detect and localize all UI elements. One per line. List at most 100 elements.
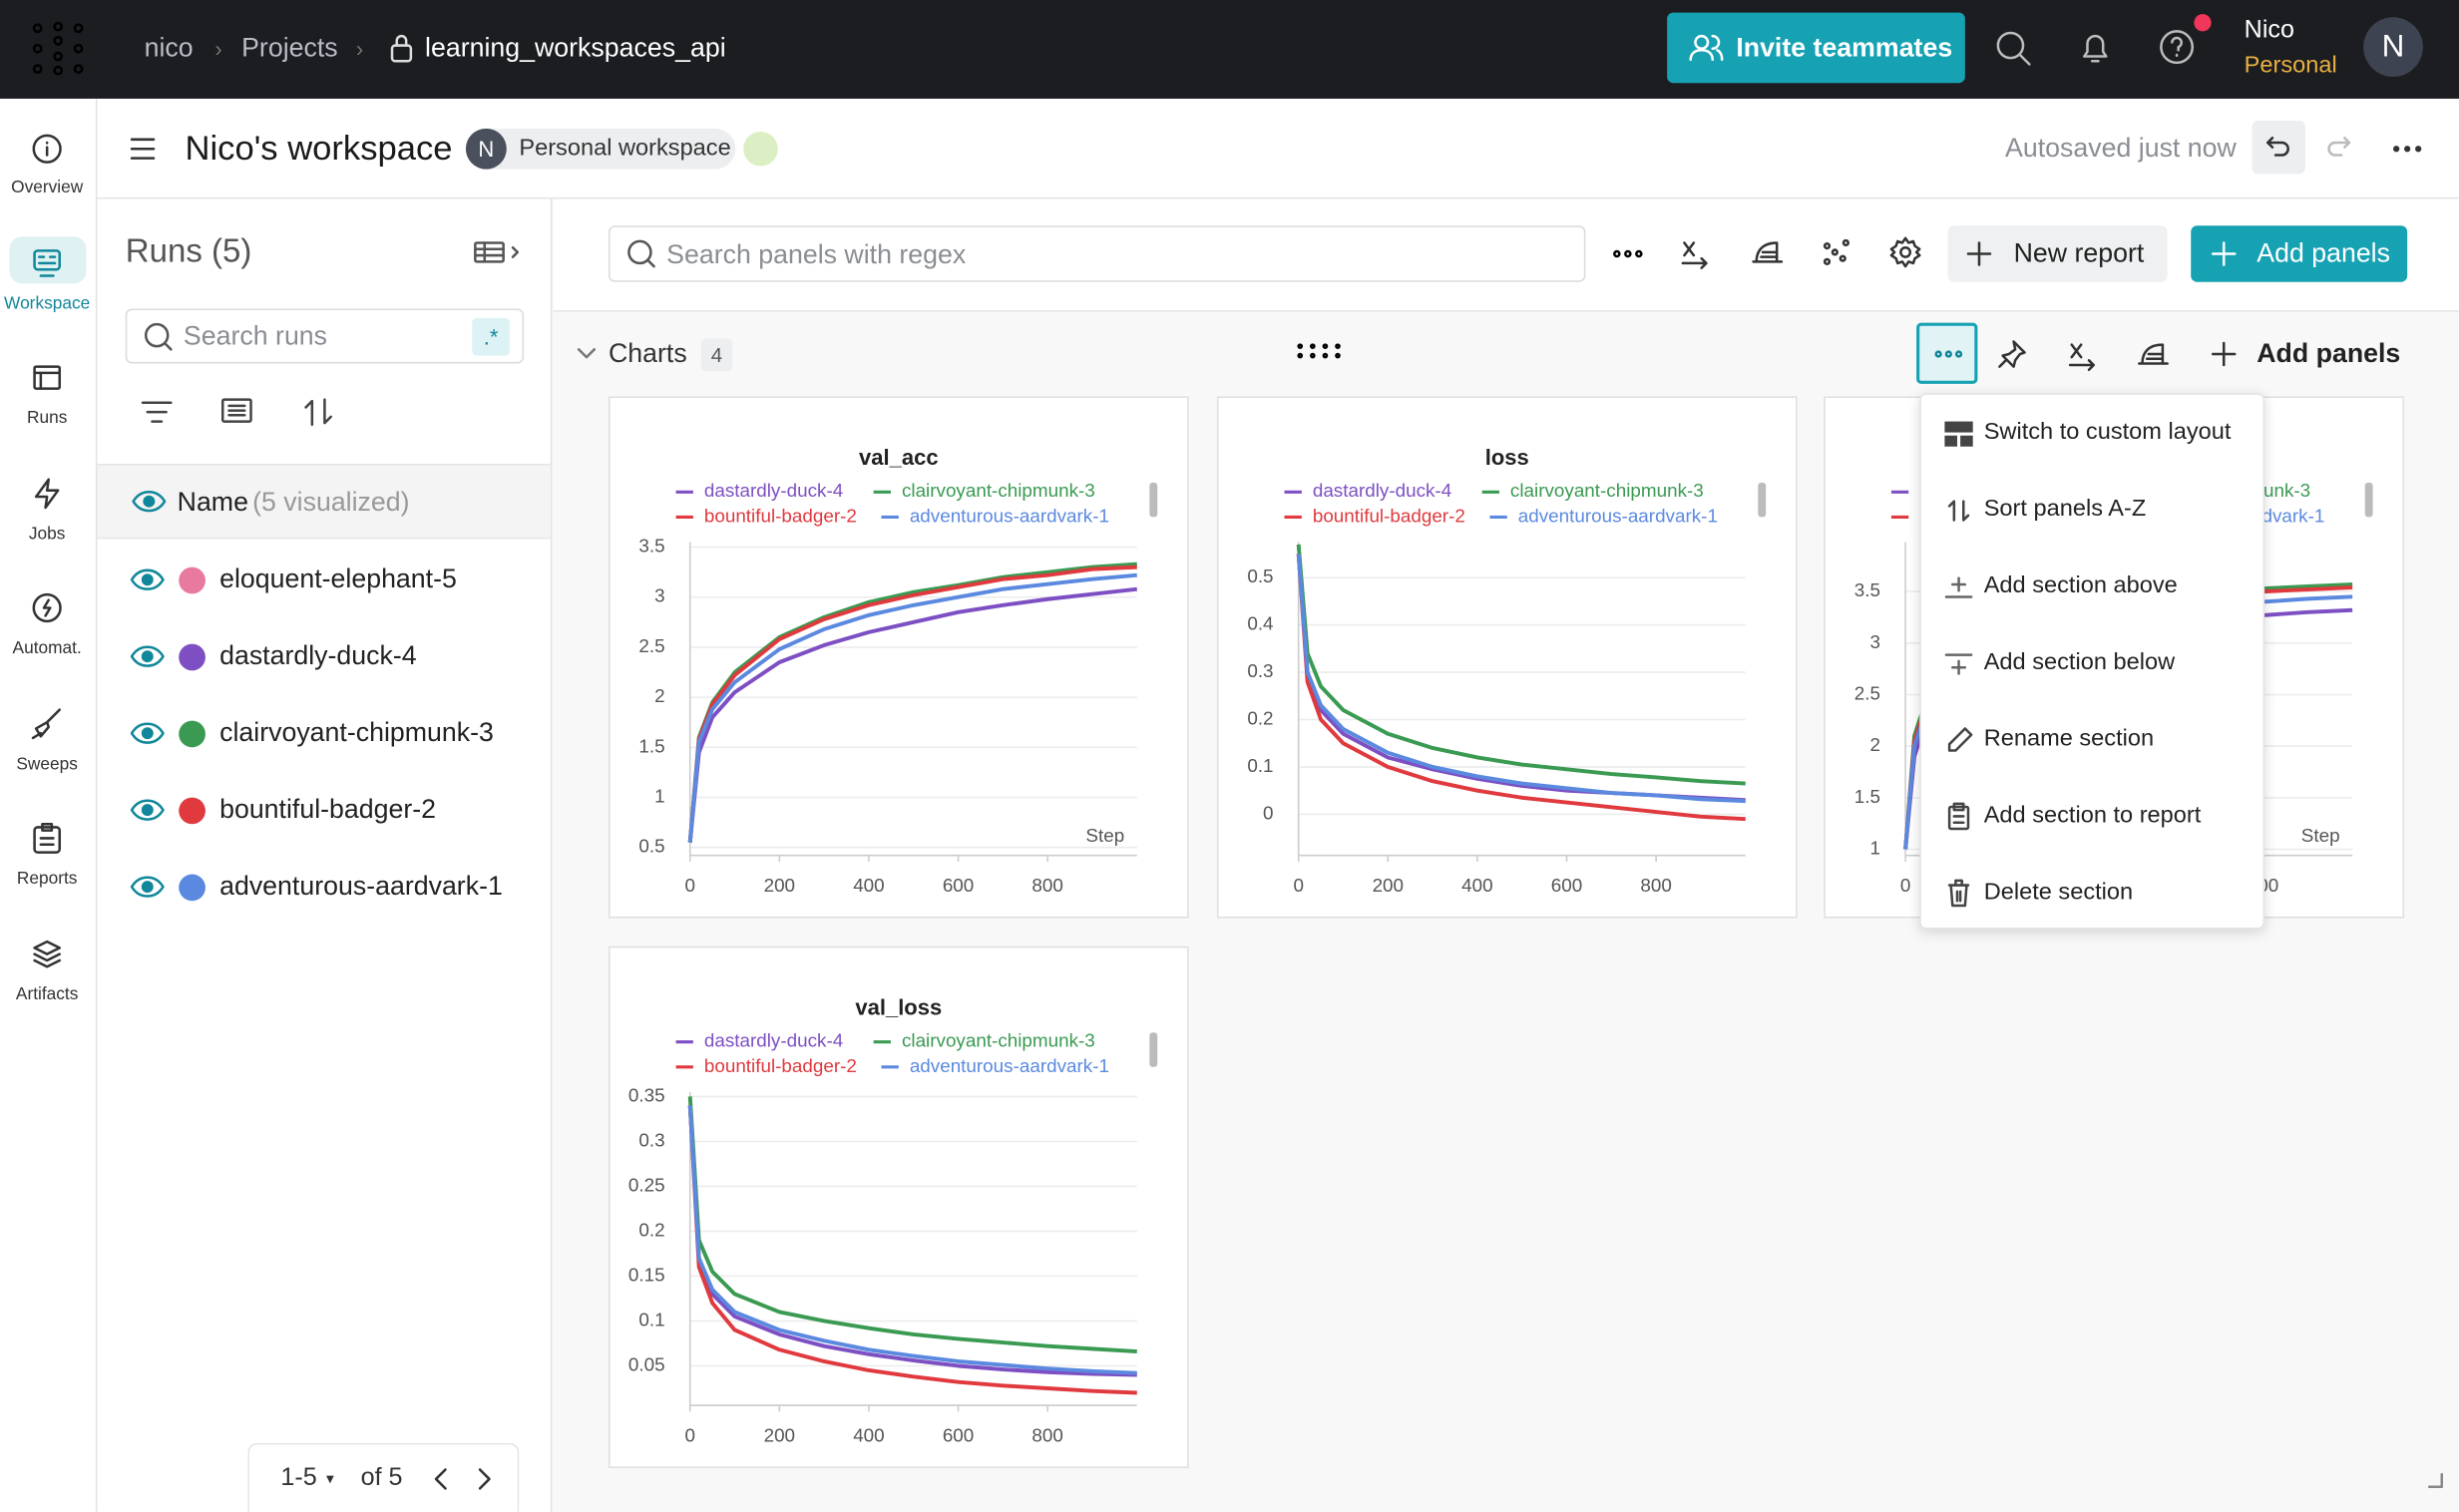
run-row[interactable]: adventurous-aardvark-1	[97, 849, 550, 924]
series-line	[687, 1105, 1137, 1395]
settings-icon[interactable]	[1889, 236, 1921, 268]
section-menu-button[interactable]	[1916, 322, 1978, 384]
chart: val_loss 0.05 0.1 0.15 0.2 0.25 0.3 0.35 0 200 400…	[628, 994, 1158, 1445]
breadcrumb[interactable]: nico	[144, 32, 194, 63]
run-name: bountiful-badger-2	[219, 794, 437, 825]
smoothing-icon[interactable]	[1752, 239, 1784, 264]
help-icon[interactable]	[2160, 30, 2198, 68]
chart-panel[interactable]: val_acc 0.5 1 1.5 2 2.5 3 3.5 0 200 400 600 800 Step d…	[608, 396, 1189, 919]
plus-icon[interactable]	[2211, 341, 2237, 367]
separator: ›	[355, 36, 364, 62]
menu-item[interactable]: Add section below	[1983, 648, 2176, 676]
legend-scrollbar	[1758, 482, 1767, 518]
pencil-icon	[1947, 727, 1973, 752]
more-icon[interactable]	[1613, 249, 1643, 258]
top-bar: nico › Projects › learning_workspaces_ap…	[0, 0, 2459, 99]
nav-label[interactable]: Jobs	[28, 525, 66, 545]
avatar[interactable]: N	[2363, 17, 2423, 77]
nav-label[interactable]: Overview	[11, 179, 84, 197]
logo[interactable]	[31, 21, 84, 76]
add-panels-button[interactable]: Add panels	[2191, 225, 2408, 282]
y-tick-label: 1.5	[638, 735, 664, 756]
section-title[interactable]: Charts	[608, 338, 687, 369]
breadcrumb[interactable]: Projects	[241, 32, 338, 63]
nav-label[interactable]: Artifacts	[15, 985, 79, 1004]
eye-icon[interactable]	[130, 568, 165, 590]
clipboard-icon	[1947, 802, 1970, 831]
collapse-chevron[interactable]	[577, 348, 597, 361]
more-icon[interactable]	[2393, 146, 2422, 153]
bell-icon[interactable]	[2080, 31, 2111, 66]
column-name[interactable]: Name	[177, 487, 248, 518]
legend-scrollbar	[1149, 1032, 1158, 1067]
series-line	[687, 586, 1137, 843]
eye-icon[interactable]	[130, 645, 165, 667]
undo-button[interactable]	[2252, 120, 2305, 175]
run-row[interactable]: clairvoyant-chipmunk-3	[97, 695, 550, 770]
outliers-icon[interactable]	[1823, 238, 1850, 266]
series-line	[687, 572, 1137, 843]
redo-icon[interactable]	[2325, 136, 2351, 159]
prev-page[interactable]	[434, 1468, 447, 1490]
run-search[interactable]: Search runs .*	[125, 308, 525, 364]
run-color	[179, 797, 205, 825]
next-page[interactable]	[478, 1468, 491, 1490]
section-add-panels[interactable]: Add panels	[2256, 338, 2401, 369]
nav-label[interactable]: Workspace	[4, 294, 91, 314]
pin-icon[interactable]	[1998, 340, 2026, 368]
smoothing-icon[interactable]	[2138, 341, 2169, 366]
workspace-badge[interactable]	[465, 128, 736, 170]
chart-panel[interactable]: val_loss 0.05 0.1 0.15 0.2 0.25 0.3 0.35 0 200 400…	[608, 945, 1189, 1468]
menu-item[interactable]: Delete section	[1983, 879, 2134, 906]
menu-item[interactable]: Rename section	[1983, 725, 2155, 753]
run-row[interactable]: eloquent-elephant-5	[97, 543, 550, 617]
y-tick-label: 1	[1869, 837, 1879, 858]
invite-button[interactable]: Invite teammates	[1667, 12, 1965, 84]
automation-icon	[32, 592, 62, 623]
menu-item[interactable]: Add section above	[1983, 571, 2178, 599]
filter-icon[interactable]	[141, 400, 173, 425]
regex-toggle[interactable]: .*	[472, 317, 510, 356]
nav-label[interactable]: Runs	[26, 409, 68, 428]
sort-icon[interactable]	[304, 398, 332, 426]
new-report-button[interactable]: New report	[1947, 225, 2168, 282]
breadcrumb[interactable]: learning_workspaces_api	[425, 32, 726, 63]
menu-item[interactable]: Sort panels A-Z	[1983, 495, 2147, 523]
eye-icon[interactable]	[130, 722, 165, 744]
plus-icon	[2211, 241, 2237, 266]
menu-item[interactable]: Add section to report	[1983, 802, 2202, 830]
chart-panel[interactable]: loss 0 0.1 0.2 0.3 0.4 0.5 0 200 400 600 800 dastard…	[1216, 396, 1798, 919]
eye-icon[interactable]	[130, 876, 165, 898]
menu-item[interactable]: Switch to custom layout	[1983, 418, 2232, 446]
nav-label[interactable]: Sweeps	[16, 755, 78, 775]
nav-label[interactable]: Automat.	[12, 638, 82, 658]
separator: ›	[214, 36, 222, 62]
table-toggle[interactable]	[474, 241, 521, 263]
status-icon[interactable]	[743, 131, 778, 167]
nav-label[interactable]: Reports	[16, 869, 78, 889]
y-tick-label: 2	[654, 685, 664, 706]
workspace-title: Nico's workspace	[185, 128, 453, 169]
eye-icon[interactable]	[132, 491, 167, 513]
drag-handle[interactable]	[1297, 343, 1341, 359]
panel-search[interactable]: Search panels with regex	[608, 225, 1586, 282]
eye-pupil	[141, 881, 154, 894]
legend-label: adventurous-aardvark-1	[910, 1055, 1109, 1076]
trash-icon	[1947, 879, 1970, 908]
run-row[interactable]: dastardly-duck-4	[97, 619, 550, 694]
resize-handle[interactable]	[2427, 1472, 2444, 1489]
eye-outline	[130, 568, 165, 590]
eye-icon[interactable]	[130, 799, 165, 821]
page-range[interactable]: 1-5	[280, 1464, 317, 1492]
run-row[interactable]: bountiful-badger-2	[97, 772, 550, 847]
group-icon[interactable]	[220, 398, 252, 423]
chart-title: val_loss	[855, 994, 942, 1019]
x-axis-icon[interactable]	[2068, 340, 2097, 371]
search-icon[interactable]	[1996, 31, 2031, 66]
runs-icon	[33, 365, 61, 390]
menu-icon[interactable]	[130, 138, 156, 160]
legend-label: bountiful-badger-2	[704, 1055, 857, 1076]
dropdown-caret[interactable]: ▾	[325, 1471, 334, 1489]
y-tick-label: 1	[654, 785, 664, 806]
x-axis-icon[interactable]	[1681, 238, 1709, 269]
